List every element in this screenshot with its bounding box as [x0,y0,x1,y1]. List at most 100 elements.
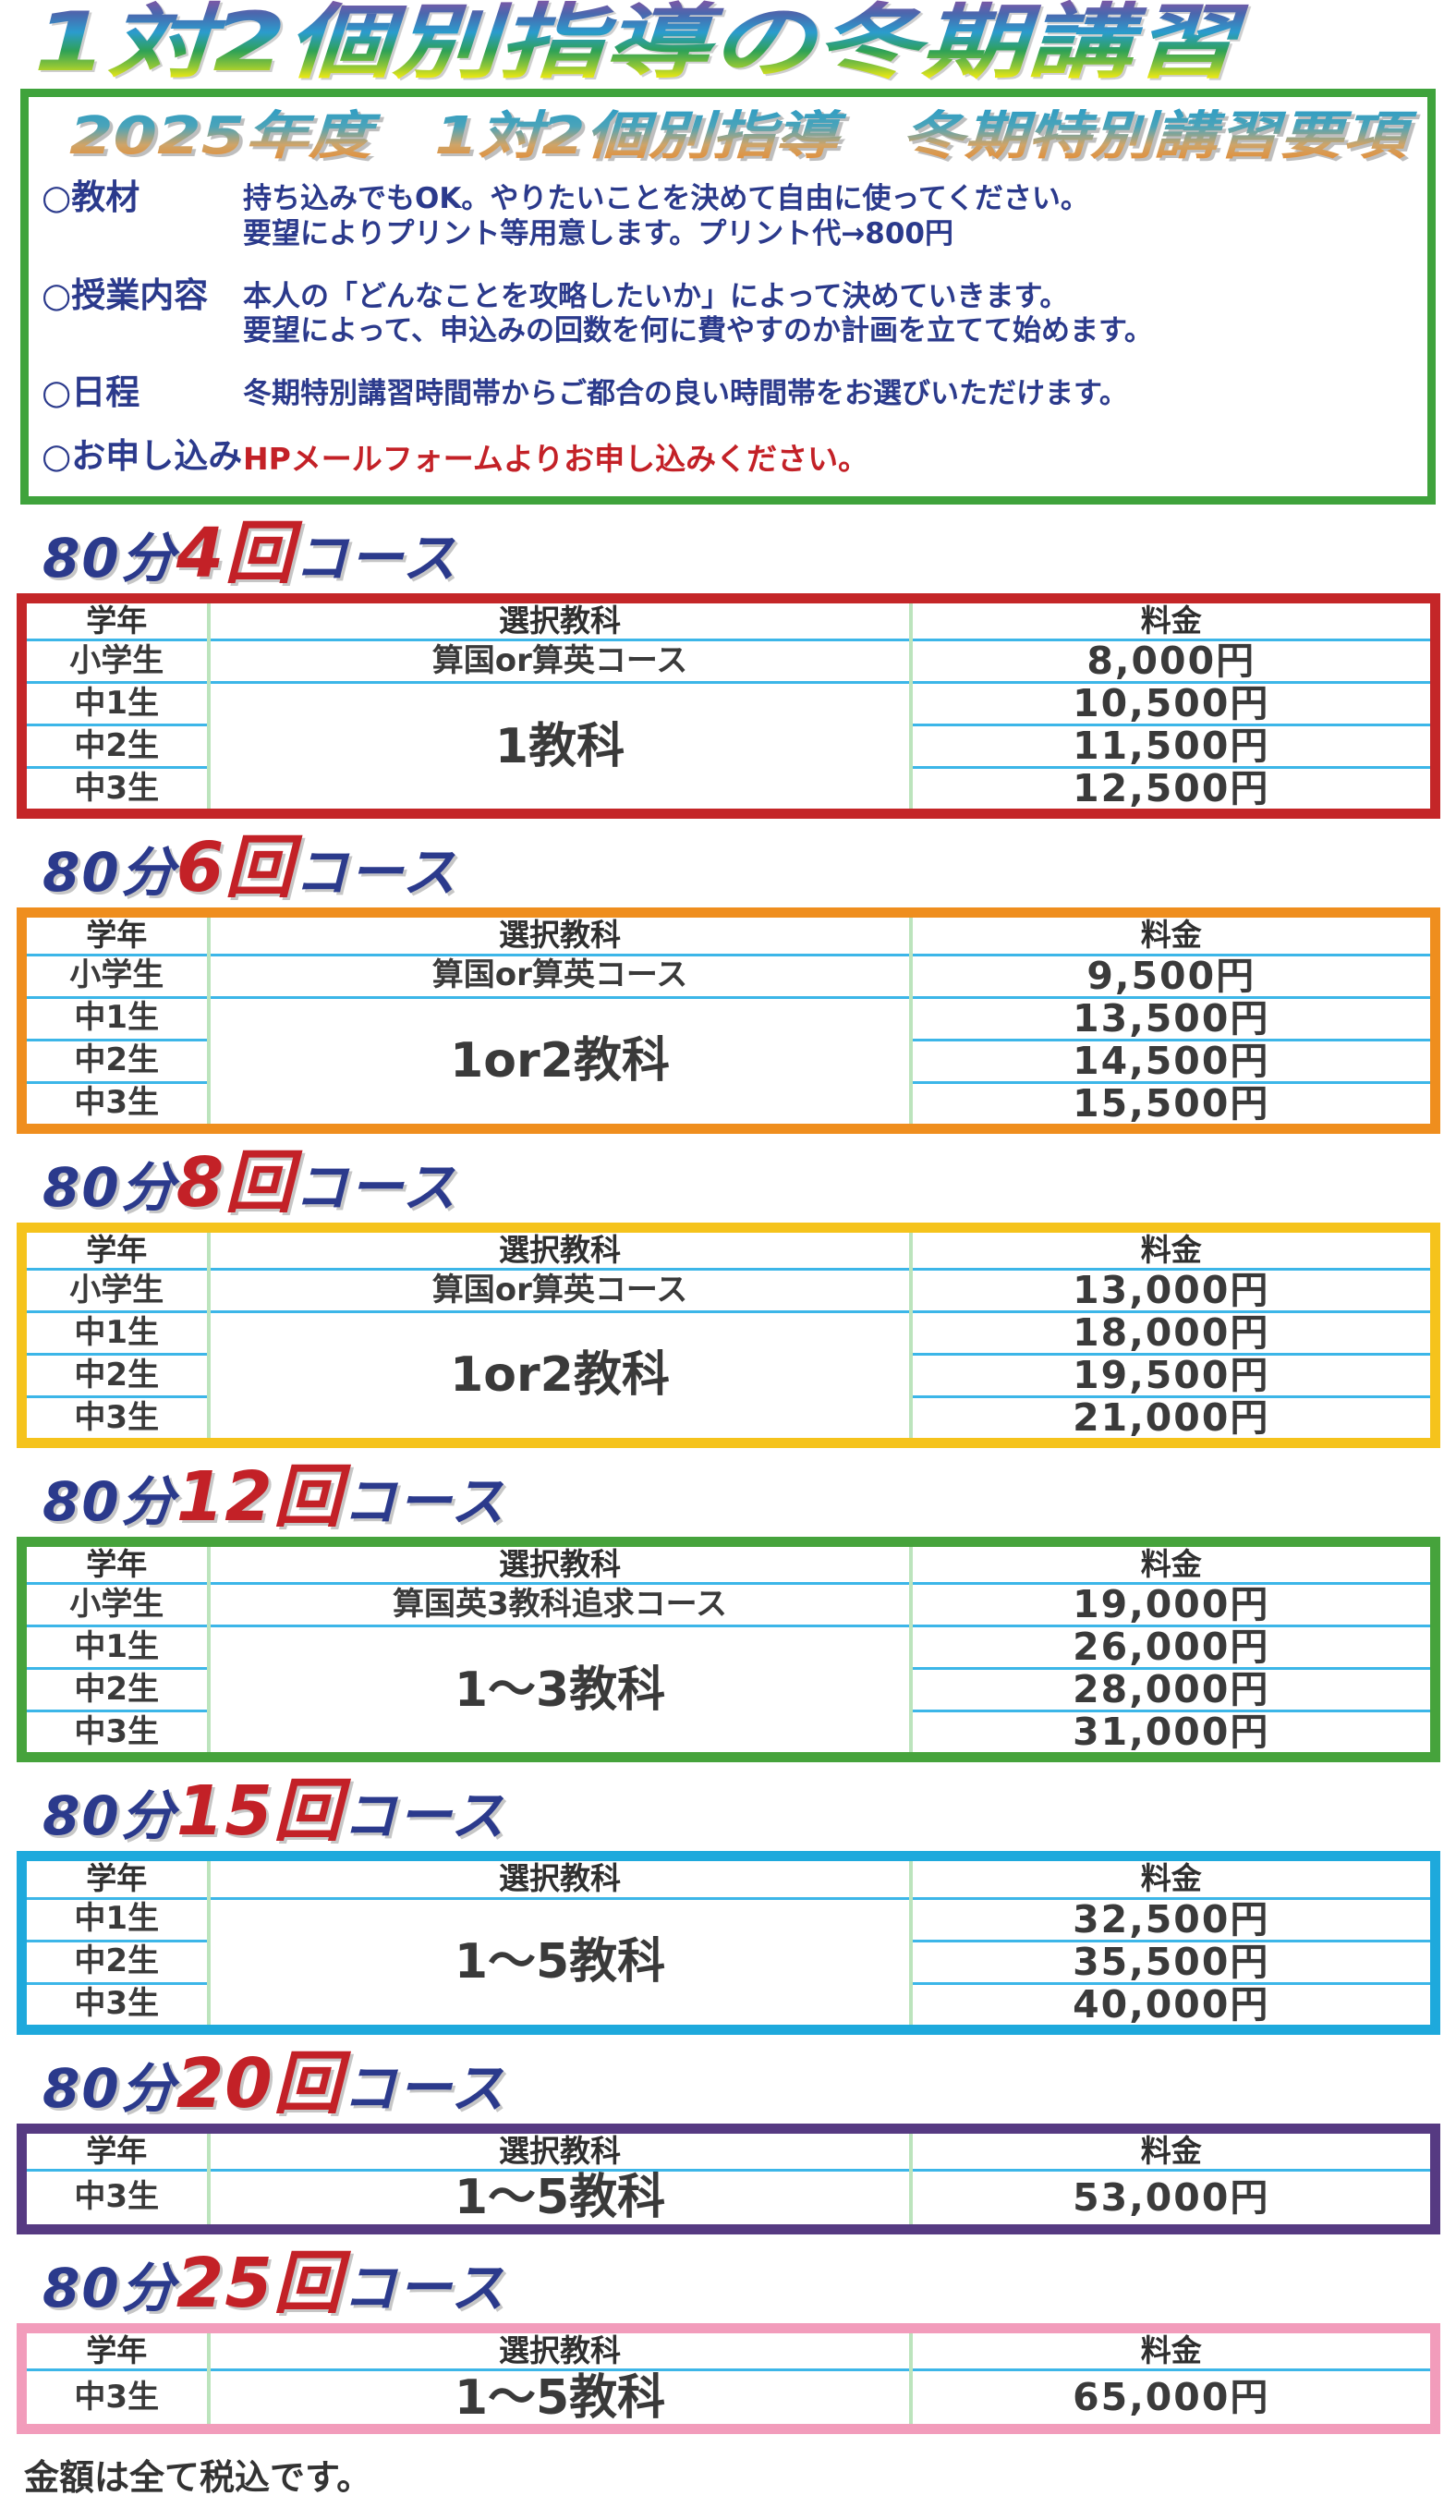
course-suffix: コース [294,1155,458,1219]
grade-cell: 中2生 [21,1939,209,1984]
price-cell: 12,500円 [909,766,1435,814]
subject-cell: 1or2教科 [207,1309,911,1443]
price-cell: 11,500円 [909,724,1435,768]
table-header-price: 料金 [909,598,1435,640]
table-header-grade: 学年 [86,2331,148,2368]
course-count: 8回 [176,1142,295,1223]
table-header-price: 料金 [909,912,1435,956]
table-row: 中2生 19,500円 [21,1352,1435,1397]
course-title: 80分8回コース [0,1149,1456,1217]
price-cell: 21,000円 [909,1394,1435,1443]
table-row: 中3生 15,500円 [21,1080,1435,1129]
info-item-label: ○日程 [42,372,140,413]
grade-cell: 中3生 [21,1394,209,1443]
price-cell: 19,000円 [909,1582,1435,1626]
table-row: 小学生 算国英3教科追求コース 19,000円 [21,1582,1435,1626]
course-count: 25回 [176,2243,343,2323]
subject-cell: 1教科 [207,681,911,814]
grade-cell: 中3生 [21,766,209,814]
table-row: 小学生 算国or算英コース 8,000円 [21,639,1435,683]
grade-cell: 小学生 [21,1267,209,1312]
course-suffix: コース [342,2256,506,2319]
grade-cell: 中1生 [21,1309,209,1355]
subject-cell: 算国英3教科追求コース [207,1582,911,1626]
footer-note: 金額は全て税込です。 [24,2457,372,2499]
price-cell: 14,500円 [909,1038,1435,1083]
course-title: 80分20回コース [0,2050,1456,2118]
grade-cell: 中2生 [21,1667,209,1711]
grade-cell: 中2生 [21,724,209,768]
course-suffix: コース [294,841,458,905]
grade-cell: 小学生 [21,953,209,998]
table-header-grade: 学年 [86,2132,148,2169]
price-cell: 13,500円 [909,995,1435,1041]
course-count: 20回 [176,2043,343,2124]
info-item-lesson-content: ○授業内容 本人の「どんなことを攻略したいか」によって決めていきます。 要望によ… [42,274,1411,350]
table-header-subject: 選択教科 [207,1541,911,1584]
table-row: 中1生 1or2教科 18,000円 [21,1309,1435,1443]
info-item-application: ○お申し込み HPメールフォームよりお申し込みください。 [42,436,1411,478]
course-suffix: コース [342,1784,506,1848]
price-cell: 40,000円 [909,1981,1435,2030]
price-cell: 28,000円 [909,1667,1435,1711]
course-count: 6回 [176,828,295,908]
table-row: 中3生 1〜5教科 53,000円 [21,2168,1435,2230]
grade-cell: 中2生 [21,1352,209,1397]
subject-cell: 算国or算英コース [207,953,911,998]
course-title: 80分4回コース [0,519,1456,588]
subject-cell: 1〜5教科 [207,2368,911,2429]
subject-cell: 1or2教科 [207,995,911,1129]
table-header-grade: 学年 [86,1545,148,1582]
table-row: 中1生 1or2教科 13,500円 [21,995,1435,1129]
subject-cell: 1〜5教科 [207,1896,911,2030]
info-item-line: 要望によって、申込みの回数を何に費やすのか計画を立てて始めます。 [243,314,1153,348]
table-row: 中2生 35,500円 [21,1939,1435,1984]
table-header-subject: 選択教科 [207,2128,911,2171]
course-count: 4回 [176,514,295,594]
course-table: 学年 選択教科 料金 小学生 算国or算英コース 8,000円 中1生 1教科 … [16,593,1440,820]
grade-cell: 小学生 [21,1582,209,1626]
grade-cell: 中3生 [21,1080,209,1129]
price-cell: 13,000円 [909,1267,1435,1312]
info-item-line: 要望によりプリント等用意します。プリント代→800円 [243,216,953,250]
table-header-price: 料金 [909,2128,1435,2171]
course-table: 学年 選択教科 料金 小学生 算国or算英コース 13,000円 中1生 1or… [16,1222,1440,1448]
course-section-8kai: 80分8回コース 学年 選択教科 料金 小学生 算国or算英コース 13,000… [0,1149,1456,1448]
info-box: 2025年度 1対2個別指導 冬期特別講習要項 ○教材 持ち込みでもOK。やりた… [20,89,1436,505]
table-row: 小学生 算国or算英コース 13,000円 [21,1267,1435,1312]
table-row: 中3生 21,000円 [21,1394,1435,1443]
table-header-price: 料金 [909,2328,1435,2370]
course-table: 学年 選択教科 料金 小学生 算国or算英コース 9,500円 中1生 1or2… [16,907,1440,1134]
table-header-grade: 学年 [86,917,148,954]
table-row: 中3生 40,000円 [21,1981,1435,2030]
price-cell: 35,500円 [909,1939,1435,1984]
grade-cell: 小学生 [21,639,209,683]
table-row: 中1生 1〜5教科 32,500円 [21,1896,1435,2030]
course-section-4kai: 80分4回コース 学年 選択教科 料金 小学生 算国or算英コース 8,000円… [0,519,1456,820]
grade-cell: 中3生 [21,1710,209,1758]
price-cell: 10,500円 [909,681,1435,725]
price-cell: 18,000円 [909,1309,1435,1355]
course-section-12kai: 80分12回コース 学年 選択教科 料金 小学生 算国英3教科追求コース 19,… [0,1463,1456,1763]
info-item-materials: ○教材 持ち込みでもOK。やりたいことを決めて自由に使ってください。 要望により… [42,177,1411,252]
table-row: 中2生 28,000円 [21,1667,1435,1711]
price-cell: 19,500円 [909,1352,1435,1397]
subject-cell: 算国or算英コース [207,639,911,683]
info-item-label: ○授業内容 [42,274,209,315]
course-table: 学年 選択教科 料金 中3生 1〜5教科 65,000円 [16,2322,1440,2435]
course-suffix: コース [342,2056,506,2120]
course-title: 80分15回コース [0,1777,1456,1845]
course-suffix: コース [342,1469,506,1533]
grade-cell: 中2生 [21,1038,209,1083]
course-duration: 80分 [42,2256,176,2319]
course-suffix: コース [294,527,458,590]
table-header-subject: 選択教科 [207,2328,911,2370]
info-item-label: ○教材 [42,177,140,217]
table-header-price: 料金 [909,1227,1435,1270]
course-duration: 80分 [42,1469,176,1533]
table-header-subject: 選択教科 [207,1227,911,1270]
course-duration: 80分 [42,1784,176,1848]
course-section-20kai: 80分20回コース 学年 選択教科 料金 中3生 1〜5教科 53,000円 [0,2050,1456,2234]
info-item-line: 本人の「どんなことを攻略したいか」によって決めていきます。 [243,279,1069,313]
price-cell: 8,000円 [909,639,1435,683]
